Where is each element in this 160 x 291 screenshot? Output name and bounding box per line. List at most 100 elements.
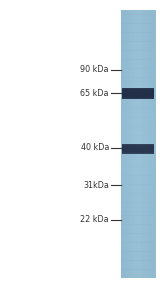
Bar [121,211,155,216]
Bar [123,10,124,278]
Bar [122,10,123,278]
Bar [139,10,140,278]
Bar [122,88,154,99]
Bar [128,10,129,278]
Bar [147,10,148,278]
Text: 65 kDa: 65 kDa [80,88,109,97]
Bar [130,10,131,278]
Bar [124,10,125,278]
Bar [121,166,155,171]
Bar [126,10,127,278]
Bar [154,10,155,278]
Bar [121,68,155,73]
Bar [121,139,155,145]
Bar [121,135,155,140]
Bar [124,10,125,278]
Bar [141,10,142,278]
Bar [139,10,140,278]
Bar [142,10,143,278]
Bar [121,148,155,153]
Bar [121,113,155,118]
Bar [125,10,126,278]
Bar [121,104,155,109]
Bar [121,10,122,278]
Bar [143,10,144,278]
Bar [129,10,130,278]
Text: 40 kDa: 40 kDa [81,143,109,152]
Bar [121,23,155,28]
Bar [121,32,155,37]
Text: 31kDa: 31kDa [83,180,109,189]
Bar [134,10,135,278]
Bar [121,265,155,269]
Bar [121,184,155,189]
Bar [121,72,155,77]
Bar [152,10,153,278]
Bar [138,10,139,278]
Bar [137,10,138,278]
Bar [121,59,155,64]
Bar [121,55,155,60]
Bar [133,10,134,278]
Bar [150,10,151,278]
Bar [121,180,155,185]
Bar [121,171,155,176]
Bar [121,242,155,247]
Bar [122,10,123,278]
Text: 90 kDa: 90 kDa [80,65,109,74]
Bar [153,10,154,278]
Bar [121,229,155,234]
Bar [121,28,155,33]
Bar [141,10,142,278]
Bar [142,10,143,278]
Bar [127,10,128,278]
Bar [121,126,155,131]
Bar [134,10,135,278]
Bar [132,10,133,278]
Bar [121,247,155,252]
Bar [135,10,136,278]
Bar [151,10,152,278]
Bar [121,46,155,51]
Bar [151,10,152,278]
Bar [127,10,128,278]
Bar [148,10,149,278]
Bar [154,10,155,278]
Bar [149,10,150,278]
Bar [148,10,149,278]
Bar [121,91,155,95]
Bar [121,175,155,180]
Bar [149,10,150,278]
Bar [121,274,155,278]
Bar [121,131,155,136]
Bar [122,144,154,154]
Bar [122,145,154,153]
Bar [149,10,150,278]
Bar [121,81,155,86]
Bar [143,10,144,278]
Bar [121,19,155,24]
Bar [144,10,145,278]
Bar [122,90,154,97]
Bar [121,260,155,265]
Bar [121,189,155,194]
Bar [133,10,134,278]
Bar [146,10,147,278]
Bar [145,10,146,278]
Bar [128,10,129,278]
Bar [137,10,138,278]
Bar [140,10,141,278]
Bar [121,77,155,82]
Bar [121,117,155,122]
Bar [121,153,155,158]
Bar [121,86,155,91]
Bar [121,193,155,198]
Bar [138,10,139,278]
Bar [138,10,139,278]
Bar [121,10,122,278]
Bar [121,202,155,207]
Bar [121,50,155,55]
Bar [131,10,132,278]
Bar [121,37,155,42]
Text: 22 kDa: 22 kDa [80,216,109,224]
